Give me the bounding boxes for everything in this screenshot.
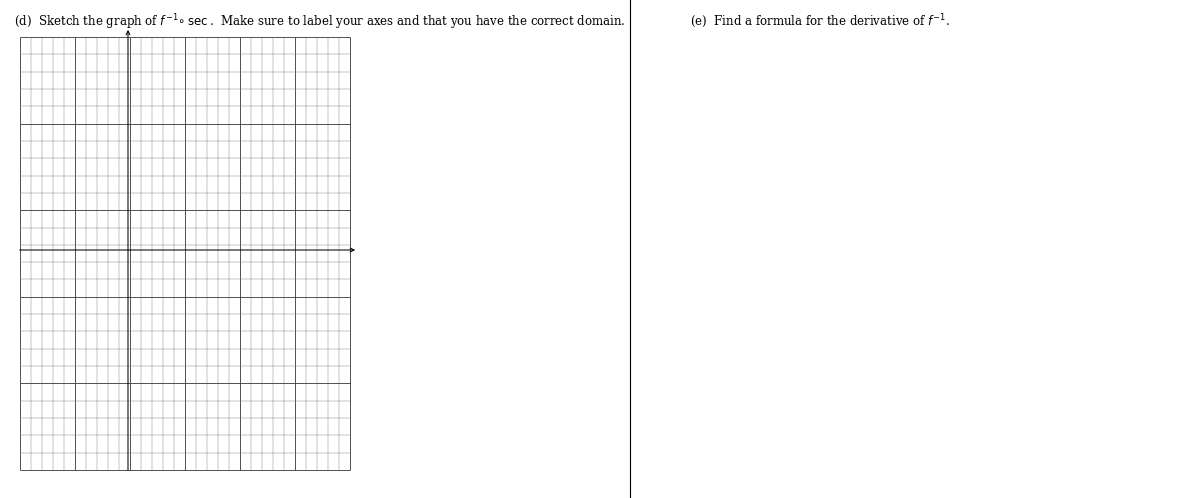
Text: (d)  Sketch the graph of $f^{-1}\!\circ\sec$.  Make sure to label your axes and : (d) Sketch the graph of $f^{-1}\!\circ\s… bbox=[14, 12, 625, 31]
Text: (e)  Find a formula for the derivative of $f^{-1}$.: (e) Find a formula for the derivative of… bbox=[690, 12, 950, 30]
